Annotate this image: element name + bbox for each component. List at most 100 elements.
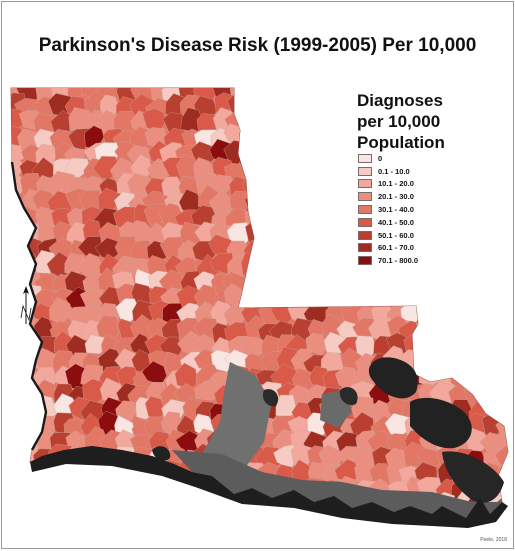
zip-region — [273, 284, 297, 311]
zip-region — [401, 271, 426, 294]
zip-region — [464, 332, 489, 358]
zip-region — [478, 172, 504, 197]
zip-region — [116, 477, 139, 501]
zip-region — [484, 315, 508, 340]
zip-region — [322, 267, 345, 293]
zip-region — [371, 266, 391, 293]
zip-region — [334, 88, 359, 105]
zip-region — [367, 282, 394, 307]
legend-item: 0 — [358, 152, 418, 165]
zip-region — [436, 273, 460, 295]
zip-region — [11, 490, 25, 516]
zip-region — [290, 90, 316, 115]
zip-region — [65, 511, 89, 518]
zip-region — [464, 348, 488, 375]
zip-region — [463, 303, 488, 328]
legend-label: 0 — [378, 153, 383, 163]
zip-region — [79, 477, 106, 504]
zip-region — [81, 492, 105, 517]
zip-region — [482, 337, 508, 361]
zip-region — [436, 306, 461, 327]
legend-swatch — [358, 243, 372, 253]
zip-region — [255, 173, 282, 197]
zip-region — [194, 379, 221, 401]
zip-region — [261, 190, 285, 216]
legend-swatch — [358, 256, 372, 266]
zip-region — [325, 258, 350, 281]
zip-region — [418, 349, 441, 373]
legend-swatch — [358, 153, 372, 163]
legend-label: 0.1 - 10.0 — [378, 166, 410, 176]
zip-region — [319, 94, 344, 116]
zip-region — [287, 206, 313, 228]
zip-region — [309, 203, 330, 229]
zip-region — [244, 191, 271, 211]
zip-region — [258, 238, 287, 264]
zip-region — [98, 494, 122, 518]
legend-label: 70.1 - 800.0 — [378, 256, 419, 266]
legend-title-line-3: Population — [357, 133, 445, 152]
zip-region — [148, 510, 171, 518]
zip-region — [466, 158, 494, 183]
zip-region — [484, 369, 506, 393]
zip-region — [241, 110, 267, 133]
zip-region — [180, 513, 206, 518]
zip-region — [240, 139, 266, 165]
zip-region — [97, 511, 122, 518]
zip-region — [500, 270, 508, 295]
zip-region — [11, 366, 24, 393]
zip-region — [11, 383, 24, 404]
zip-region — [257, 88, 282, 100]
zip-region — [194, 496, 218, 518]
zip-region — [256, 251, 280, 278]
zip-region — [320, 235, 345, 259]
zip-region — [308, 170, 333, 198]
zip-region — [324, 127, 347, 151]
zip-region — [467, 251, 492, 276]
zip-region — [417, 257, 441, 282]
zip-region — [431, 333, 455, 359]
zip-region — [483, 225, 505, 247]
zip-region — [242, 156, 268, 182]
zip-region — [254, 285, 278, 308]
zip-region — [260, 91, 284, 120]
legend-label: 10.1 - 20.0 — [378, 179, 414, 189]
zip-region — [468, 209, 493, 235]
zip-region — [275, 223, 299, 248]
zip-region — [11, 446, 27, 471]
zip-region — [293, 267, 315, 292]
zip-region — [66, 495, 86, 518]
zip-region — [270, 255, 296, 278]
zip-region — [448, 208, 473, 231]
legend-title-line-1: Diagnoses — [357, 91, 443, 110]
zip-region — [115, 493, 136, 516]
zip-region — [304, 269, 331, 290]
zip-region — [81, 509, 107, 518]
zip-region — [246, 286, 268, 309]
zip-region — [303, 236, 332, 263]
zip-region — [502, 380, 508, 407]
zip-region — [81, 465, 107, 486]
zip-region — [193, 509, 218, 518]
zip-region — [451, 287, 475, 312]
zip-region — [11, 108, 24, 129]
zip-region — [322, 88, 346, 101]
legend-item: 0.1 - 10.0 — [358, 165, 418, 178]
zip-region — [211, 508, 235, 518]
zip-region — [20, 513, 47, 518]
zip-region — [335, 208, 360, 230]
legend-item: 40.1 - 50.0 — [358, 216, 418, 229]
zip-region — [349, 274, 376, 295]
zip-region — [270, 192, 297, 213]
zip-region — [418, 156, 441, 183]
zip-region — [271, 172, 299, 197]
zip-region — [274, 159, 300, 183]
zip-region — [481, 157, 508, 181]
north-arrow-icon — [20, 286, 32, 324]
zip-region — [241, 252, 265, 279]
zip-region — [461, 237, 487, 263]
zip-region — [416, 315, 440, 339]
zip-region — [305, 125, 330, 153]
legend-label: 30.1 - 40.0 — [378, 205, 414, 215]
